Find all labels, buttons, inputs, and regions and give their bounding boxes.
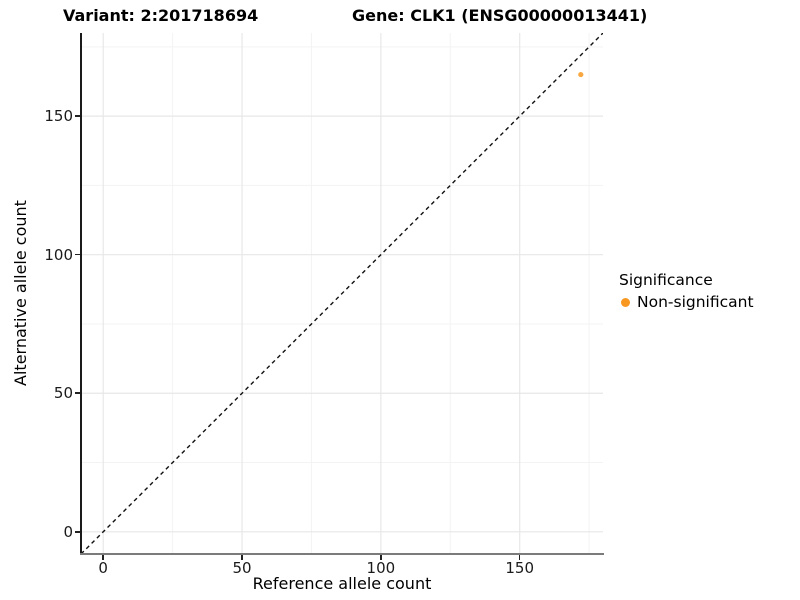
x-axis-line [80, 553, 604, 555]
plot-panel [81, 33, 603, 554]
x-tick-mark [518, 555, 521, 560]
x-tick-label: 0 [98, 559, 108, 577]
y-axis-line [80, 33, 82, 554]
x-tick-label: 100 [366, 559, 396, 577]
plot-title-gene: Gene: CLK1 (ENSG00000013441) [352, 6, 648, 25]
y-axis-title: Alternative allele count [11, 200, 30, 386]
y-tick-mark [75, 115, 80, 117]
x-axis-title: Reference allele count [252, 574, 432, 593]
x-tick-mark [241, 555, 243, 560]
legend-point-icon [621, 297, 630, 307]
y-tick-mark [75, 392, 80, 395]
x-tick-label: 150 [505, 559, 534, 577]
legend-entry-label: Non-significant [637, 293, 754, 311]
y-tick-label: 0 [63, 522, 73, 541]
y-tick-mark [75, 253, 80, 256]
y-tick-label: 50 [53, 384, 73, 403]
identity-dashed-line [81, 33, 603, 554]
x-tick-mark [380, 555, 382, 560]
y-tick-mark [75, 531, 80, 533]
plot-title-variant: Variant: 2:201718694 [63, 6, 259, 25]
legend-entry: Non-significant [619, 292, 754, 312]
x-tick-mark [102, 555, 104, 560]
x-tick-label: 50 [232, 559, 252, 577]
y-tick-label: 150 [44, 107, 73, 126]
plot-canvas [81, 33, 603, 554]
legend-title: Significance [619, 271, 713, 289]
legend: Significance Non-significant [619, 270, 754, 312]
y-tick-label: 100 [44, 245, 73, 264]
data-point [578, 71, 584, 78]
